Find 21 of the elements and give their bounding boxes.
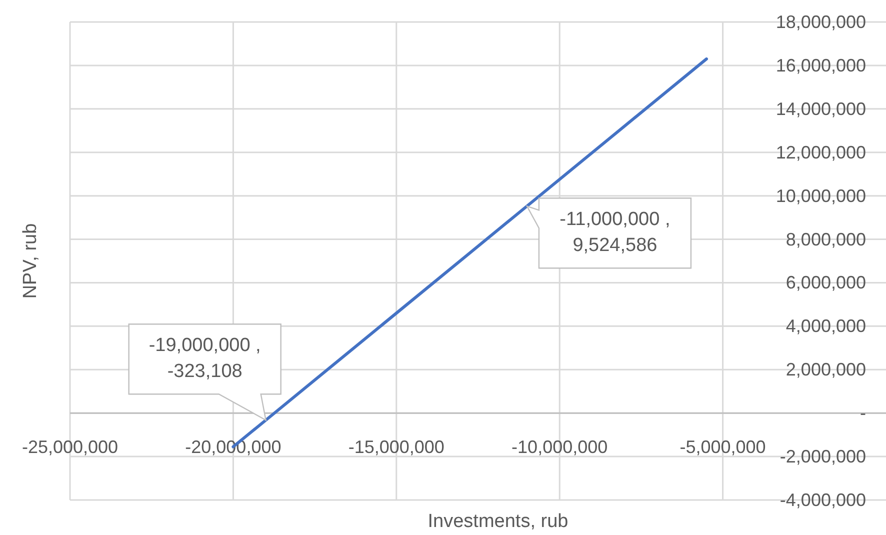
y-tick-label: 16,000,000 <box>776 55 866 76</box>
y-tick-label: 6,000,000 <box>786 272 866 293</box>
x-tick-label: -20,000,000 <box>185 437 282 458</box>
y-tick-label: 14,000,000 <box>776 98 866 119</box>
annotation: -11,000,000 , 9,524,586 <box>560 209 670 256</box>
y-tick-label: 4,000,000 <box>786 316 866 336</box>
x-tick-label: -10,000,000 <box>512 437 608 458</box>
y-tick-label: 2,000,000 <box>786 360 866 380</box>
x-tick-label: -5,000,000 <box>680 437 766 458</box>
y-axis-title: NPV, rub <box>20 223 41 299</box>
annotation: -19,000,000 , -323,108 <box>148 335 261 382</box>
y-tick-label: 12,000,000 <box>776 142 866 162</box>
y-tick-label: 10,000,000 <box>776 186 866 206</box>
y-tick-label: 18,000,000 <box>776 12 866 32</box>
x-tick-label: -25,000,000 <box>22 437 118 458</box>
x-axis-title: Investments, rub <box>428 511 568 532</box>
y-tick-label: -4,000,000 <box>780 490 866 510</box>
y-tick-label: - <box>860 403 866 424</box>
y-tick-label: -2,000,000 <box>780 446 866 467</box>
y-tick-label: 8,000,000 <box>786 229 866 250</box>
x-tick-label: -15,000,000 <box>348 437 444 458</box>
